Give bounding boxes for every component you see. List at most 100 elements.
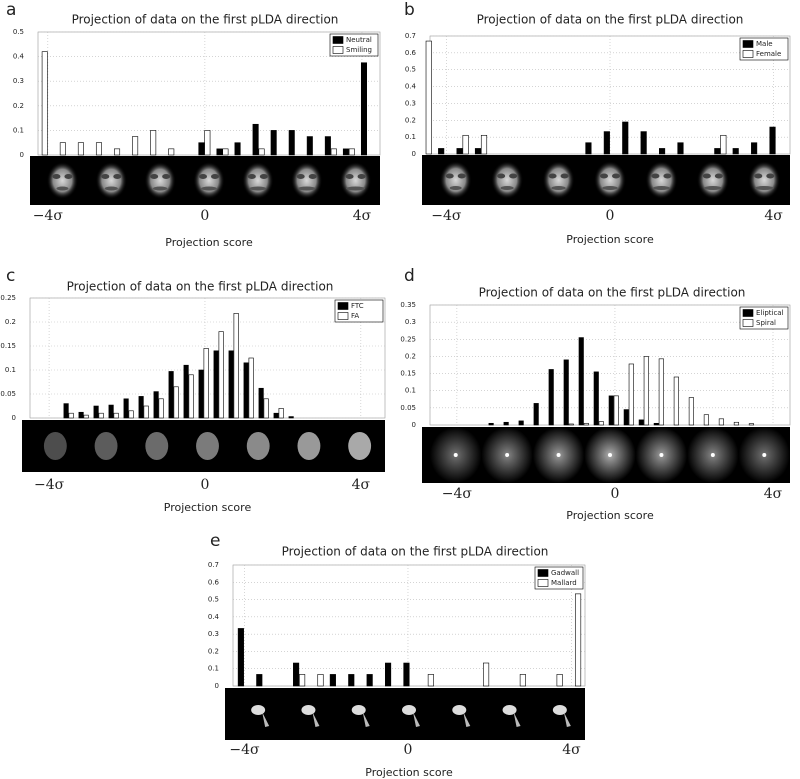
chart-title: Projection of data on the first pLDA dir… (67, 280, 334, 294)
bar (324, 136, 331, 156)
duck-neck (262, 712, 270, 727)
bar (330, 148, 337, 156)
bar (748, 423, 754, 426)
cell-thumbnail (348, 431, 372, 461)
legend-swatch (742, 309, 754, 317)
panel: d Projection of data on the first pLDA di… (400, 266, 791, 522)
y-tick-label: 0.4 (208, 613, 220, 621)
face-thumbnail (645, 161, 678, 199)
face-eyes (560, 173, 569, 179)
face-thumbnail (439, 161, 472, 199)
bar (638, 419, 644, 426)
legend-label: Male (756, 40, 773, 48)
y-tick-label: 0.5 (405, 66, 416, 74)
duck-neck (312, 712, 320, 727)
bar (640, 131, 647, 155)
face-thumbnail (339, 161, 372, 200)
bar (270, 130, 277, 156)
bar (643, 356, 649, 426)
bar (720, 134, 727, 155)
x-tick-label: 4σ (562, 742, 581, 758)
face-thumbnail (748, 161, 781, 199)
bar (348, 148, 355, 156)
bar (714, 148, 721, 155)
face-eyes (651, 173, 660, 179)
face-thumbnail (291, 161, 323, 200)
legend-swatch (742, 50, 754, 58)
y-tick-label: 0.1 (405, 387, 416, 395)
panel: a Projection of data on the first pLDA di… (6, 0, 381, 249)
bar (248, 357, 254, 419)
bar (425, 40, 432, 155)
bar (299, 674, 306, 687)
duck-thumbnail (301, 705, 316, 715)
bar (93, 405, 99, 419)
x-tick-label: −4σ (442, 486, 473, 502)
duck-thumbnail (402, 705, 416, 715)
x-axis-label: Projection score (164, 501, 252, 514)
cell-thumbnail (145, 431, 169, 461)
y-tick-label: 0.05 (0, 390, 16, 398)
bar (183, 364, 189, 419)
face-eyes (64, 174, 73, 179)
duck-neck (362, 712, 370, 727)
galaxy-core (710, 453, 715, 457)
bar (256, 674, 263, 687)
y-tick-label: 0.1 (5, 366, 16, 374)
bar (150, 130, 157, 156)
bar (503, 421, 509, 426)
face-eyes (259, 174, 268, 179)
bar (608, 395, 614, 426)
galaxy-core (505, 453, 510, 457)
face-eyes (52, 174, 61, 179)
face-mouth (152, 186, 168, 191)
bar (218, 331, 224, 419)
bar (173, 386, 179, 419)
y-tick-label: 0 (12, 414, 16, 422)
duck-thumbnail (251, 705, 266, 715)
galaxy-core (453, 453, 458, 457)
y-tick-label: 0 (412, 421, 416, 429)
face-thumbnail (144, 161, 176, 200)
legend-swatch (742, 319, 754, 327)
bar (59, 142, 66, 156)
bar (613, 395, 619, 426)
bar (563, 359, 569, 426)
bar (123, 398, 129, 419)
x-tick-label: −4σ (34, 477, 65, 493)
legend-label: Neutral (346, 36, 372, 44)
y-tick-label: 0.3 (405, 99, 416, 107)
face-mouth (703, 186, 722, 190)
y-tick-label: 0.2 (5, 318, 16, 326)
face-eyes (663, 173, 672, 179)
bar (583, 422, 589, 426)
bar (751, 142, 758, 155)
bar (360, 62, 368, 156)
bar (138, 396, 144, 419)
bar (622, 121, 629, 155)
bar (533, 403, 539, 426)
x-tick-label: −4σ (33, 208, 64, 224)
face-mouth (56, 186, 69, 191)
y-tick-label: 0 (20, 151, 24, 159)
face-eyes (296, 174, 305, 179)
x-tick-label: −4σ (431, 208, 462, 224)
bar (703, 414, 709, 426)
face-eyes (445, 173, 454, 179)
x-tick-label: −4σ (229, 742, 260, 758)
bar (198, 142, 205, 156)
cell-thumbnail (297, 431, 321, 461)
bar (216, 148, 223, 156)
y-tick-label: 0.1 (13, 126, 24, 134)
bar (113, 412, 119, 419)
bar (234, 142, 241, 156)
face-mouth (449, 186, 462, 190)
face-eyes (754, 173, 763, 179)
face-eyes (247, 174, 256, 179)
y-tick-label: 0.3 (13, 77, 24, 85)
face-thumbnail (594, 161, 626, 199)
panel-letter: c (6, 266, 15, 286)
face-eyes (211, 174, 219, 179)
bar (132, 136, 139, 156)
